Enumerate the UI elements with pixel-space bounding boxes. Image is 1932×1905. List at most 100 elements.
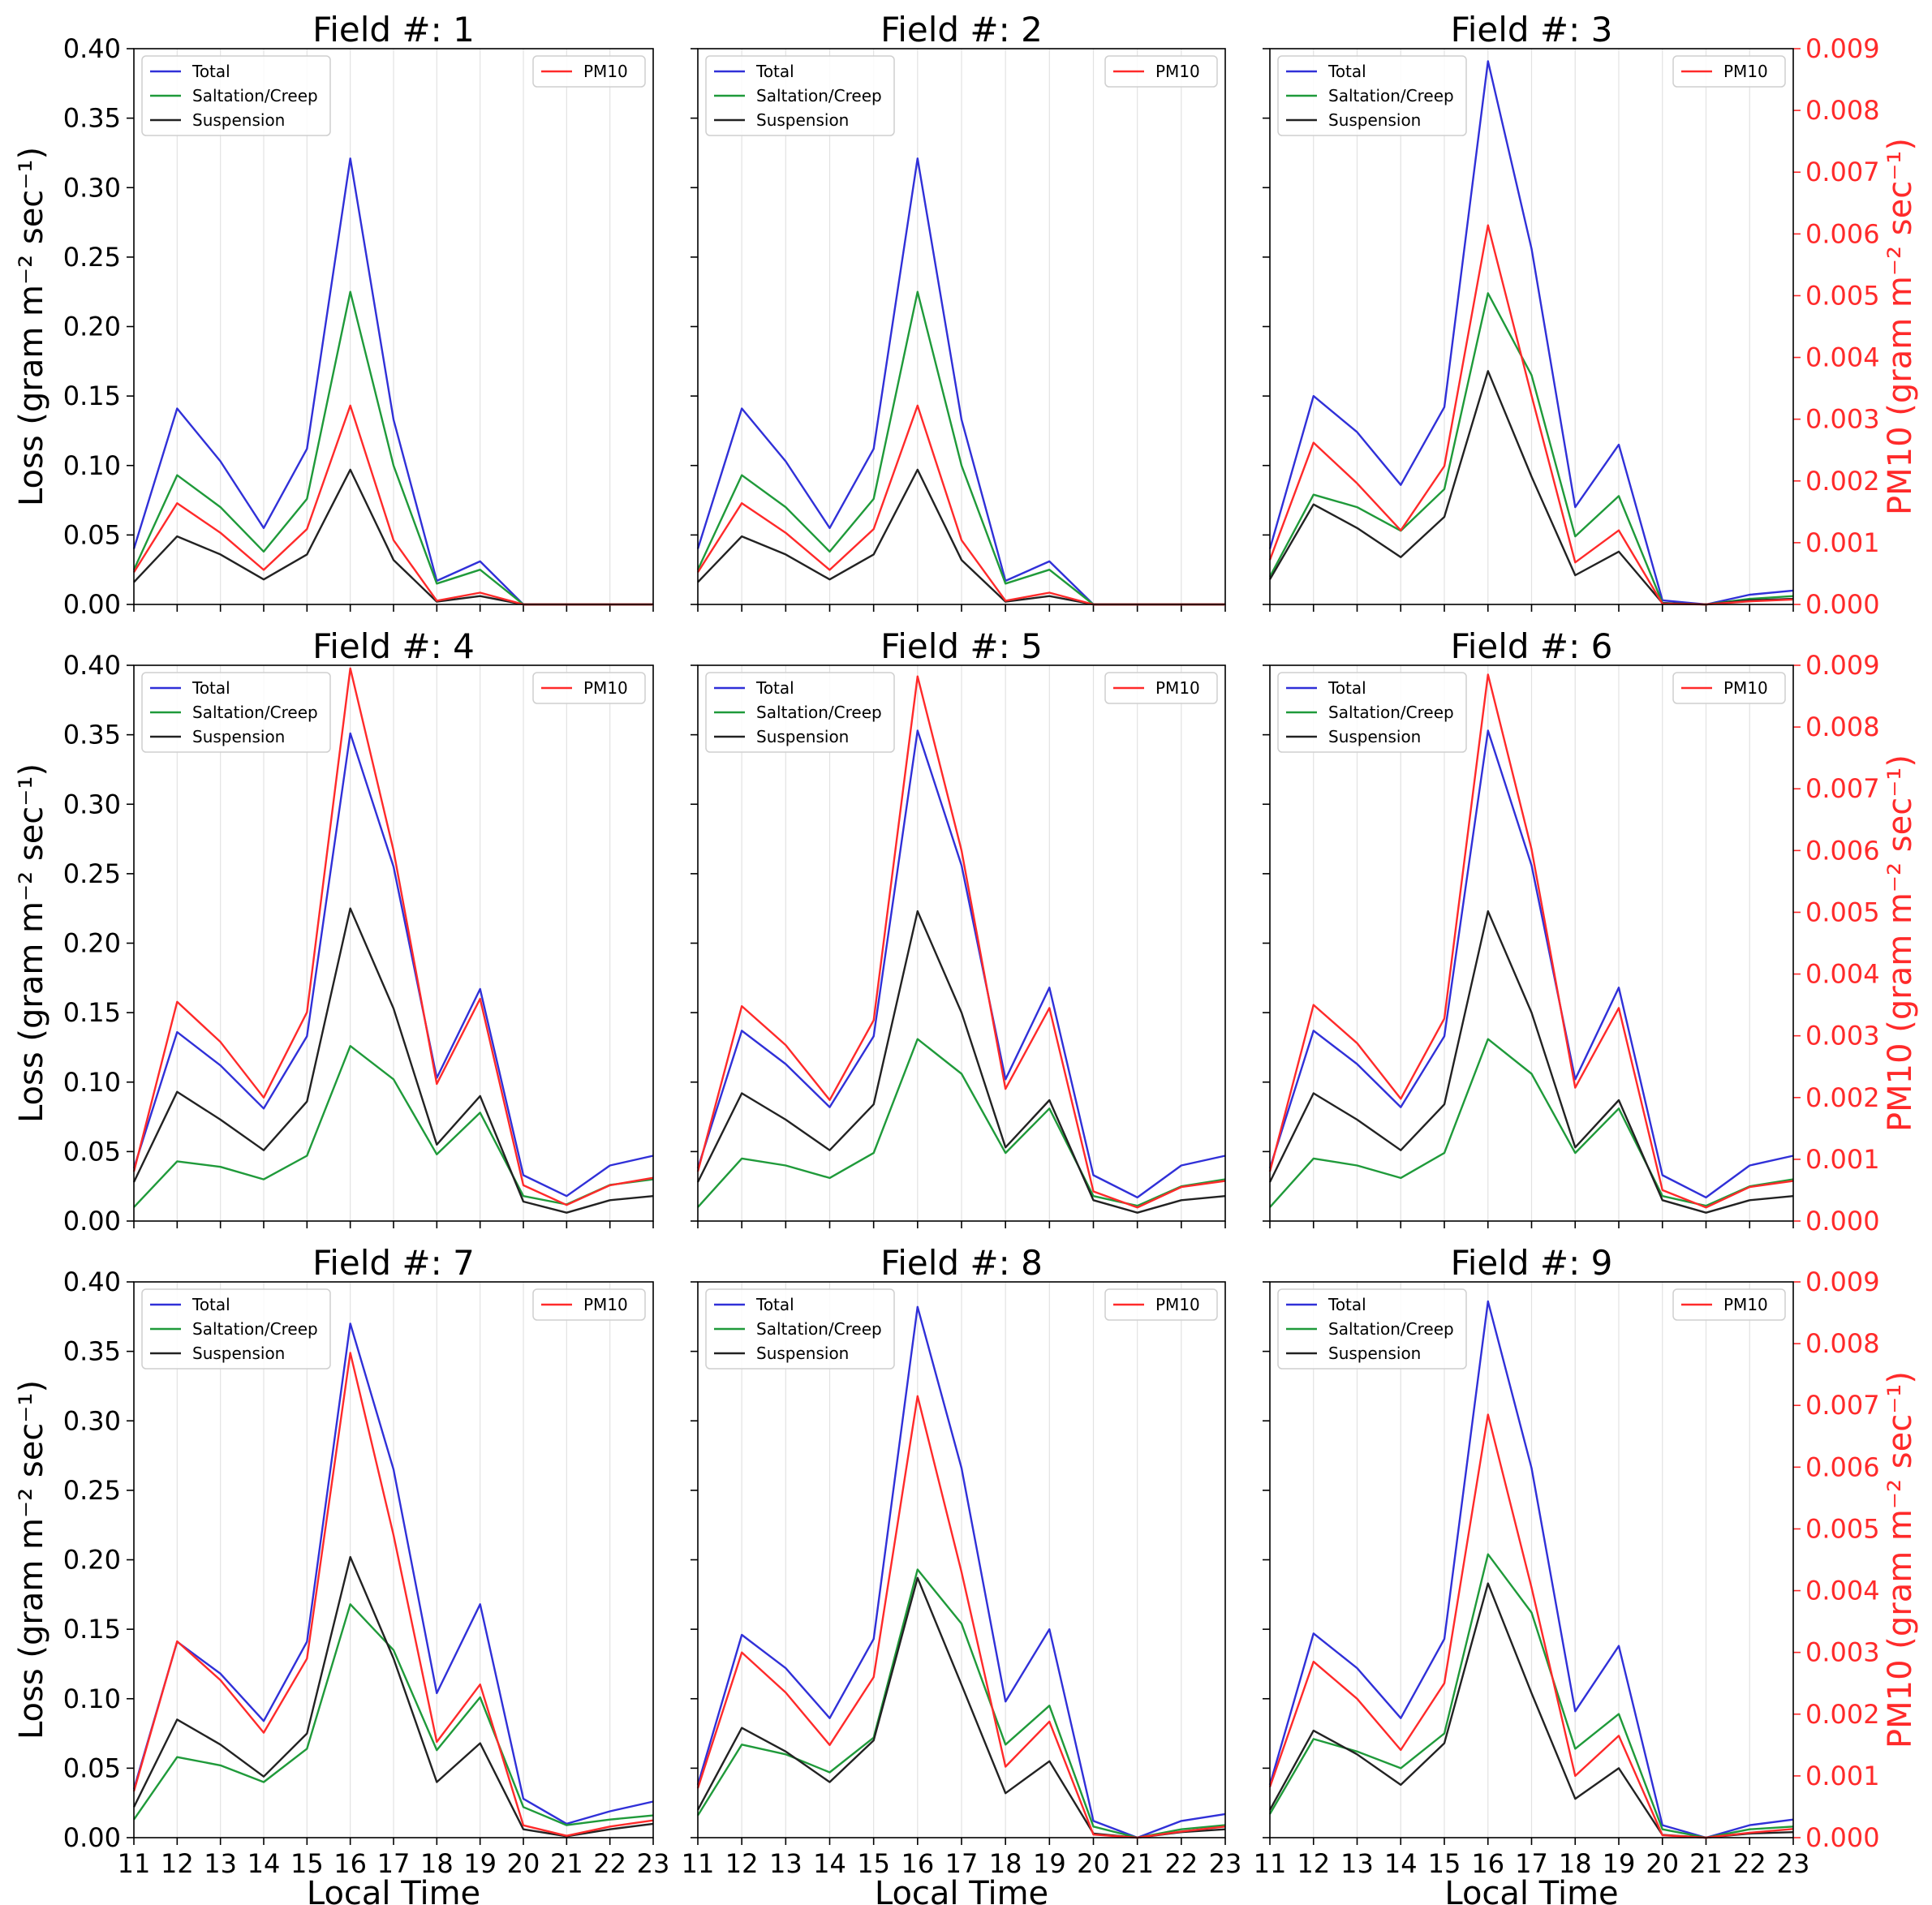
y2-tick-label: 0.001 xyxy=(1805,1761,1880,1791)
y2-tick-label: 0.001 xyxy=(1805,527,1880,558)
x-tick-label: 20 xyxy=(1077,1848,1110,1879)
y2-tick-label: 0.007 xyxy=(1805,157,1880,187)
x-tick-label: 13 xyxy=(204,1848,237,1879)
legend-label: Saltation/Creep xyxy=(192,703,318,722)
y2-tick-label: 0.003 xyxy=(1805,1637,1880,1668)
legend-left xyxy=(705,55,895,136)
x-tick-label: 15 xyxy=(857,1848,890,1879)
x-tick-label: 18 xyxy=(420,1848,454,1879)
x-tick-label: 17 xyxy=(1515,1848,1548,1879)
plot-frame xyxy=(697,1281,1226,1838)
legend-label: Saltation/Creep xyxy=(192,1319,318,1339)
x-tick-label: 23 xyxy=(1209,1848,1242,1879)
y2-tick-label: 0.004 xyxy=(1805,1576,1880,1606)
y-tick-label: 0.05 xyxy=(63,1136,121,1167)
y-tick-label: 0.20 xyxy=(63,928,121,959)
legend-label: Saltation/Creep xyxy=(1328,86,1454,105)
x-tick-label: 22 xyxy=(593,1848,626,1879)
y2-tick-label: 0.003 xyxy=(1805,404,1880,435)
y-tick-label: 0.40 xyxy=(63,1266,121,1297)
legend-label: Total xyxy=(755,1295,794,1314)
y2-tick-label: 0.005 xyxy=(1805,1513,1880,1544)
legend-label: Suspension xyxy=(1328,727,1421,746)
legend-left xyxy=(1277,1288,1467,1370)
y2-tick-label: 0.003 xyxy=(1805,1021,1880,1051)
series-line-suspension xyxy=(696,909,1226,1214)
legend-label: Suspension xyxy=(756,110,849,130)
legend-label: Total xyxy=(755,678,794,698)
chart-title: Field #: 3 xyxy=(1451,10,1613,49)
plot-frame xyxy=(1269,664,1794,1222)
x-axis-label: Local Time xyxy=(875,1875,1048,1905)
legend-label: PM10 xyxy=(583,62,628,81)
x-tick-label: 14 xyxy=(1384,1848,1418,1879)
legend-label: PM10 xyxy=(1723,62,1768,81)
chart-panel-2: Field #: 2 Total Saltation/Creep Suspension… xyxy=(691,10,1226,612)
x-tick-label: 19 xyxy=(1603,1848,1636,1879)
legend-label: PM10 xyxy=(1155,678,1200,698)
legend-label: Saltation/Creep xyxy=(1328,703,1454,722)
x-tick-label: 13 xyxy=(769,1848,802,1879)
y2-tick-label: 0.006 xyxy=(1805,835,1880,866)
legend-label: Suspension xyxy=(192,727,285,746)
legend-label: PM10 xyxy=(1155,1295,1200,1314)
legend-left xyxy=(1277,55,1467,136)
legend-right xyxy=(1672,672,1786,704)
legend-label: Total xyxy=(755,62,794,81)
plot-frame xyxy=(1269,48,1794,605)
y-tick-label: 0.30 xyxy=(63,789,121,819)
legend-label: Suspension xyxy=(1328,1344,1421,1363)
x-tick-label: 16 xyxy=(1471,1848,1504,1879)
y-tick-label: 0.15 xyxy=(63,381,121,411)
x-tick-label: 11 xyxy=(1254,1848,1287,1879)
y-tick-label: 0.30 xyxy=(63,1405,121,1436)
y2-tick-label: 0.006 xyxy=(1805,218,1880,249)
y-tick-label: 0.35 xyxy=(63,103,121,134)
series-line-saltation xyxy=(1269,1038,1794,1208)
x-tick-label: 19 xyxy=(463,1848,497,1879)
y-tick-label: 0.15 xyxy=(63,997,121,1028)
series-line-total xyxy=(132,732,654,1198)
x-axis-label: Local Time xyxy=(1444,1875,1618,1905)
chart-panel-9: Field #: 9 11 12 13 14 15 16 17 18 19 20 21 22 23 Loca… xyxy=(1254,1243,1919,1905)
y2-tick-label: 0.001 xyxy=(1805,1144,1880,1175)
chart-title: Field #: 1 xyxy=(312,10,475,49)
legend-label: Saltation/Creep xyxy=(192,86,318,105)
legend-right xyxy=(532,55,646,88)
y2-tick-label: 0.008 xyxy=(1805,1328,1880,1359)
y2-tick-label: 0.007 xyxy=(1805,773,1880,804)
y-tick-label: 0.40 xyxy=(63,650,121,681)
series-line-total xyxy=(696,729,1226,1199)
y-tick-label: 0.05 xyxy=(63,519,121,550)
y2-tick-label: 0.004 xyxy=(1805,342,1880,373)
y-tick-label: 0.40 xyxy=(63,33,121,64)
y-tick-label: 0.30 xyxy=(63,172,121,203)
y2-tick-label: 0.009 xyxy=(1805,650,1880,681)
series-line-total xyxy=(132,1322,654,1825)
legend-label: Suspension xyxy=(192,110,285,130)
y-tick-label: 0.20 xyxy=(63,312,121,342)
y2-tick-label: 0.009 xyxy=(1805,1266,1880,1297)
x-tick-label: 19 xyxy=(1033,1848,1066,1879)
chart-panel-3: Field #: 3 0.000 0.001 0.002 0.003 0.004 0.005… xyxy=(1263,10,1919,620)
legend-label: Saltation/Creep xyxy=(756,86,882,105)
legend-right xyxy=(1104,55,1218,88)
legend-left xyxy=(705,672,895,753)
x-tick-label: 23 xyxy=(637,1848,670,1879)
y-tick-label: 0.10 xyxy=(63,450,121,481)
x-tick-label: 21 xyxy=(1689,1848,1723,1879)
plot-frame xyxy=(133,664,654,1222)
chart-panel-6: Field #: 6 0.000 0.001 0.002 0.003 0.004 0.005… xyxy=(1263,626,1919,1236)
y-tick-label: 0.25 xyxy=(63,1475,121,1506)
series-line-pm10 xyxy=(1268,673,1794,1209)
legend-label: Total xyxy=(191,678,230,698)
x-tick-label: 12 xyxy=(725,1848,759,1879)
y2-tick-label: 0.009 xyxy=(1805,33,1880,64)
y2-tick-label: 0.002 xyxy=(1805,1699,1880,1730)
legend-label: Total xyxy=(1327,62,1366,81)
x-tick-label: 11 xyxy=(682,1848,715,1879)
legend-left xyxy=(705,1288,895,1370)
y2-axis-label: PM10 (gram m⁻² sec⁻¹) xyxy=(1882,138,1919,515)
legend-right xyxy=(532,1288,646,1321)
y2-tick-label: 0.002 xyxy=(1805,466,1880,497)
